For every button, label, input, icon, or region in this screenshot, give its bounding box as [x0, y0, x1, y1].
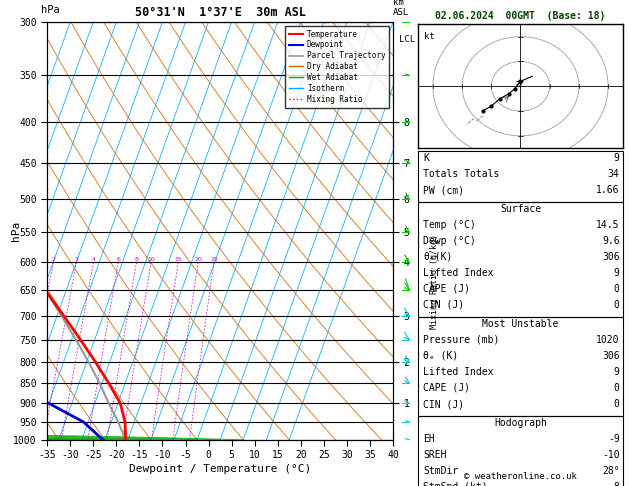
Text: 8: 8 — [614, 482, 620, 486]
Text: 28°: 28° — [602, 466, 620, 476]
Text: 1020: 1020 — [596, 335, 620, 345]
Text: CIN (J): CIN (J) — [423, 300, 464, 310]
Text: CIN (J): CIN (J) — [423, 399, 464, 409]
Text: -9: -9 — [608, 434, 620, 444]
Text: Temp (°C): Temp (°C) — [423, 220, 476, 230]
X-axis label: Dewpoint / Temperature (°C): Dewpoint / Temperature (°C) — [129, 465, 311, 474]
Text: CAPE (J): CAPE (J) — [423, 383, 470, 393]
Text: 34: 34 — [608, 169, 620, 179]
Text: © weatheronline.co.uk: © weatheronline.co.uk — [464, 472, 577, 481]
Text: StmSpd (kt): StmSpd (kt) — [423, 482, 488, 486]
Text: SREH: SREH — [423, 450, 447, 460]
Text: Dewp (°C): Dewp (°C) — [423, 236, 476, 246]
Text: 2: 2 — [52, 258, 55, 262]
Text: θₑ (K): θₑ (K) — [423, 351, 459, 361]
Text: 25: 25 — [210, 258, 218, 262]
Text: 3: 3 — [74, 258, 79, 262]
Text: EH: EH — [423, 434, 435, 444]
Text: Surface: Surface — [500, 204, 541, 214]
Text: 6: 6 — [116, 258, 120, 262]
Text: 0: 0 — [614, 300, 620, 310]
Text: StmDir: StmDir — [423, 466, 459, 476]
Text: 20: 20 — [194, 258, 202, 262]
Text: 8: 8 — [135, 258, 138, 262]
Text: 9: 9 — [614, 153, 620, 163]
Text: Lifted Index: Lifted Index — [423, 367, 494, 377]
Text: hPa: hPa — [11, 221, 21, 241]
Text: Totals Totals: Totals Totals — [423, 169, 499, 179]
Text: 9: 9 — [614, 268, 620, 278]
Text: 306: 306 — [602, 351, 620, 361]
Text: 02.06.2024  00GMT  (Base: 18): 02.06.2024 00GMT (Base: 18) — [435, 11, 606, 21]
Text: 4: 4 — [91, 258, 96, 262]
Text: PW (cm): PW (cm) — [423, 185, 464, 195]
Text: hPa: hPa — [41, 4, 60, 15]
Text: Hodograph: Hodograph — [494, 418, 547, 428]
Text: 9: 9 — [614, 367, 620, 377]
Text: 0: 0 — [614, 284, 620, 294]
Text: Mixing Ratio (g/kg): Mixing Ratio (g/kg) — [430, 233, 439, 329]
Text: -10: -10 — [602, 450, 620, 460]
Legend: Temperature, Dewpoint, Parcel Trajectory, Dry Adiabat, Wet Adiabat, Isotherm, Mi: Temperature, Dewpoint, Parcel Trajectory… — [286, 26, 389, 108]
Text: CAPE (J): CAPE (J) — [423, 284, 470, 294]
Text: kt: kt — [424, 32, 435, 41]
Text: 10: 10 — [147, 258, 155, 262]
Text: 1.66: 1.66 — [596, 185, 620, 195]
Text: 306: 306 — [602, 252, 620, 262]
Text: LCL: LCL — [399, 35, 415, 44]
Text: Lifted Index: Lifted Index — [423, 268, 494, 278]
Text: Pressure (mb): Pressure (mb) — [423, 335, 499, 345]
Title: 50°31'N  1°37'E  30m ASL: 50°31'N 1°37'E 30m ASL — [135, 6, 306, 19]
Text: 9.6: 9.6 — [602, 236, 620, 246]
Text: 0: 0 — [614, 399, 620, 409]
Text: 15: 15 — [174, 258, 182, 262]
Text: 14.5: 14.5 — [596, 220, 620, 230]
Text: K: K — [423, 153, 429, 163]
Text: θₑ(K): θₑ(K) — [423, 252, 453, 262]
Text: km
ASL: km ASL — [393, 0, 409, 17]
Text: 0: 0 — [614, 383, 620, 393]
Text: Most Unstable: Most Unstable — [482, 319, 559, 329]
